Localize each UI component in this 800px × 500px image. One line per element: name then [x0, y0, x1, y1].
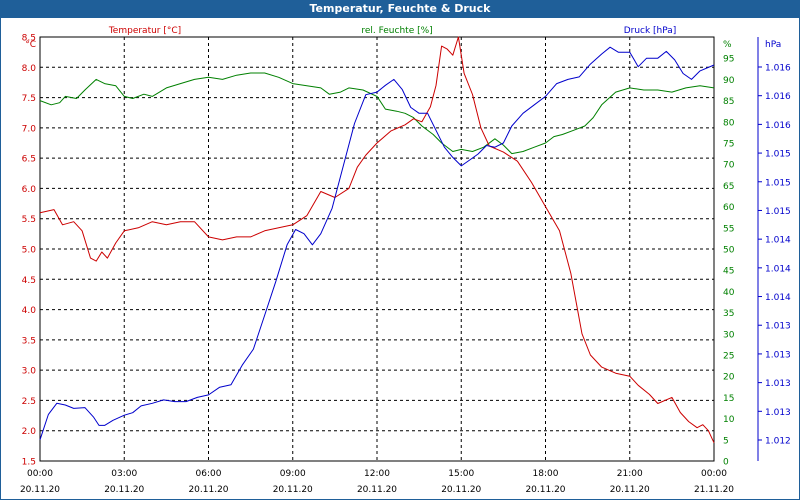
x-tick-date: 20.11.20 [441, 485, 481, 495]
x-tick-date: 20.11.20 [357, 485, 397, 495]
x-tick-time: 18:00 [533, 469, 559, 479]
x-tick-time: 15:00 [448, 469, 474, 479]
pressure-unit-label: hPa [765, 40, 781, 50]
temperature-tick-label: 3.5 [22, 336, 36, 346]
humidity-tick-label: 90 [723, 76, 735, 86]
humidity-tick-label: 20 [723, 373, 735, 383]
temperature-tick-label: 6.0 [22, 185, 37, 195]
pressure-tick-label: 1.016 [765, 64, 791, 74]
humidity-tick-label: 60 [723, 203, 735, 213]
humidity-tick-label: 75 [723, 140, 734, 150]
x-tick-date: 20.11.20 [20, 485, 60, 495]
temperature-tick-label: 5.5 [22, 215, 36, 225]
x-tick-time: 12:00 [364, 469, 390, 479]
x-tick-date: 21.11.20 [694, 485, 734, 495]
x-tick-date: 20.11.20 [525, 485, 565, 495]
humidity-tick-label: 50 [723, 246, 735, 256]
temperature-tick-label: 7.5 [22, 94, 36, 104]
pressure-axis-title: Druck [hPa] [624, 26, 677, 36]
temperature-tick-label: 4.0 [22, 306, 37, 316]
pressure-tick-label: 1.015 [765, 150, 791, 160]
humidity-tick-label: 5 [723, 436, 729, 446]
temperature-tick-label: 3.0 [22, 367, 37, 377]
temperature-axis-title: Temperatur [°C] [108, 26, 181, 36]
temperature-unit-label: °C [25, 40, 36, 50]
pressure-series-line [39, 46, 715, 440]
temperature-tick-label: 4.5 [22, 276, 36, 286]
pressure-tick-label: 1.014 [765, 293, 791, 303]
humidity-tick-label: 45 [723, 267, 734, 277]
pressure-tick-label: 1.015 [765, 207, 791, 217]
humidity-tick-label: 70 [723, 161, 735, 171]
temperature-tick-label: 2.0 [22, 427, 37, 437]
x-tick-time: 06:00 [196, 469, 222, 479]
x-tick-date: 20.11.20 [273, 485, 313, 495]
temperature-tick-label: 7.0 [22, 124, 37, 134]
humidity-unit-label: % [723, 40, 732, 50]
humidity-tick-label: 40 [723, 288, 735, 298]
x-tick-date: 20.11.20 [610, 485, 650, 495]
x-tick-time: 00:00 [27, 469, 53, 479]
temperature-series-line [39, 36, 715, 444]
humidity-tick-label: 55 [723, 224, 734, 234]
humidity-series-line [39, 72, 715, 155]
pressure-tick-label: 1.016 [765, 92, 791, 102]
temperature-tick-label: 8.0 [22, 64, 37, 74]
temperature-tick-label: 5.0 [22, 246, 37, 256]
humidity-tick-label: 85 [723, 97, 734, 107]
pressure-tick-label: 1.015 [765, 178, 791, 188]
humidity-tick-label: 30 [723, 330, 735, 340]
pressure-tick-label: 1.014 [765, 264, 791, 274]
pressure-tick-label: 1.016 [765, 121, 791, 131]
pressure-tick-label: 1.013 [765, 379, 791, 389]
humidity-tick-label: 15 [723, 394, 734, 404]
temperature-tick-label: 1.5 [22, 458, 36, 468]
x-tick-time: 03:00 [111, 469, 137, 479]
temperature-tick-label: 6.5 [22, 155, 36, 165]
x-tick-date: 20.11.20 [188, 485, 228, 495]
humidity-tick-label: 35 [723, 309, 734, 319]
temperature-tick-label: 8.5 [22, 34, 36, 44]
x-tick-time: 21:00 [617, 469, 643, 479]
temperature-tick-label: 2.5 [22, 397, 36, 407]
pressure-tick-label: 1.014 [765, 236, 791, 246]
x-tick-date: 20.11.20 [104, 485, 144, 495]
humidity-tick-label: 0 [723, 458, 729, 468]
series-layer [39, 36, 715, 444]
chart-title: Temperatur, Feuchte & Druck [0, 0, 800, 18]
grid-lines [40, 37, 762, 461]
humidity-tick-label: 80 [723, 118, 735, 128]
pressure-tick-label: 1.012 [765, 437, 791, 447]
x-tick-time: 00:00 [701, 469, 727, 479]
pressure-tick-label: 1.013 [765, 350, 791, 360]
humidity-tick-label: 25 [723, 352, 734, 362]
humidity-tick-label: 65 [723, 182, 734, 192]
pressure-tick-label: 1.013 [765, 322, 791, 332]
humidity-tick-label: 95 [723, 55, 734, 65]
humidity-axis-title: rel. Feuchte [%] [361, 26, 432, 36]
humidity-tick-label: 10 [723, 415, 735, 425]
pressure-tick-label: 1.013 [765, 408, 791, 418]
axis-labels: 00:00 20.11.20 03:00 20.11.20 06:00 20.11.20 0… [20, 26, 791, 495]
x-tick-time: 09:00 [280, 469, 306, 479]
